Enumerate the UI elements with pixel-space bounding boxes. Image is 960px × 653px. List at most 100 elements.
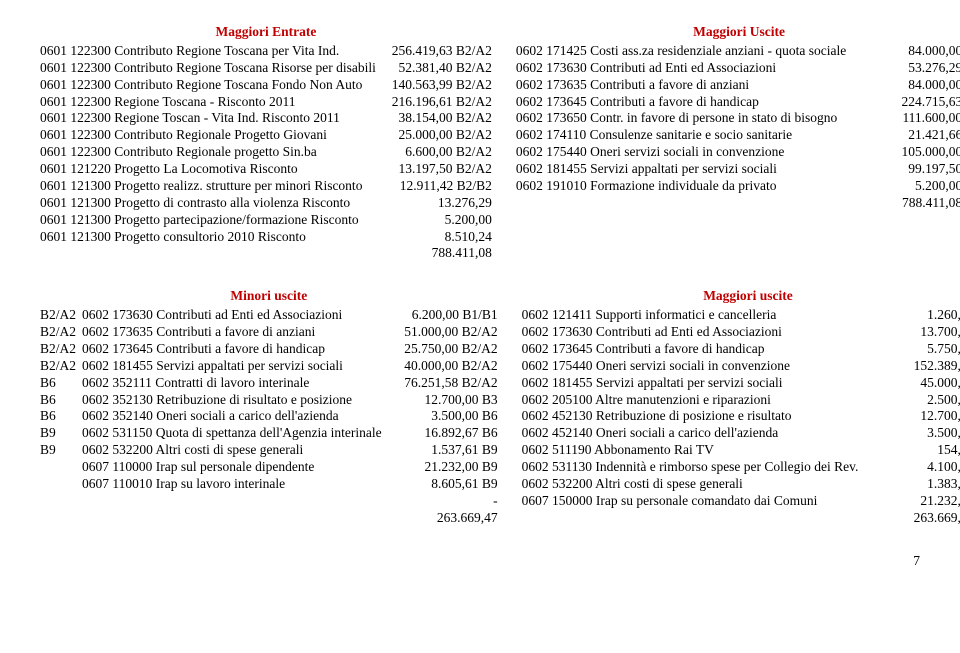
table-row: 0602 532200 Altri costi di spese general… (522, 476, 960, 493)
row-amount: 256.419,63 B2/A2 (376, 43, 492, 60)
row-label (82, 493, 382, 510)
column-left: Maggiori Entrate0601 122300 Contributo R… (40, 24, 492, 262)
row-amount: 263.669,47 (382, 510, 498, 527)
row-prefix: B9 (40, 442, 82, 459)
table-row: 0601 122300 Contributo Regionale Progett… (40, 127, 492, 144)
row-amount: 152.389,61 (858, 358, 960, 375)
table-row: 0602 175440 Oneri servizi sociali in con… (516, 144, 960, 161)
row-amount: 40.000,00 B2/A2 (382, 358, 498, 375)
row-label: 0602 175440 Oneri servizi sociali in con… (522, 358, 859, 375)
table-row: 263.669,47 (522, 510, 960, 527)
row-amount: 76.251,58 B2/A2 (382, 375, 498, 392)
row-label: 0601 122300 Contributo Regionale progett… (40, 144, 376, 161)
table-row: 0601 121300 Progetto partecipazione/form… (40, 212, 492, 229)
row-amount: 5.200,00 (376, 212, 492, 229)
table-row: B2/A20602 173645 Contributi a favore di … (40, 341, 498, 358)
table-row: B2/A20602 173630 Contributi ad Enti ed A… (40, 307, 498, 324)
section-1: Minori usciteB2/A20602 173630 Contributi… (40, 288, 920, 526)
row-prefix: B9 (40, 425, 82, 442)
column-right: Maggiori uscite 0602 121411 Supporti info… (522, 288, 960, 526)
row-amount: 788.411,08 (376, 245, 492, 262)
row-prefix: B6 (40, 408, 82, 425)
table-row: B90602 531150 Quota di spettanza dell'Ag… (40, 425, 498, 442)
table-row: 0602 171425 Costi ass.za residenziale an… (516, 43, 960, 60)
table-row: 0602 175440 Oneri servizi sociali in con… (522, 358, 960, 375)
row-label: 0602 531150 Quota di spettanza dell'Agen… (82, 425, 382, 442)
table-row: 0601 122300 Contributo Regionale progett… (40, 144, 492, 161)
row-label: 0601 121300 Progetto di contrasto alla v… (40, 195, 376, 212)
row-label: 0602 532200 Altri costi di spese general… (82, 442, 382, 459)
row-label: 0602 173645 Contributi a favore di handi… (522, 341, 859, 358)
table-row: 0602 173635 Contributi a favore di anzia… (516, 77, 960, 94)
row-amount: 111.600,00 (846, 110, 960, 127)
row-amount: 51.000,00 B2/A2 (382, 324, 498, 341)
row-label: 0601 122300 Contributo Regionale Progett… (40, 127, 376, 144)
row-label: 0601 122300 Contributo Regione Toscana F… (40, 77, 376, 94)
row-label: 0601 122300 Regione Toscana - Risconto 2… (40, 94, 376, 111)
row-label: 0602 173635 Contributi a favore di anzia… (516, 77, 846, 94)
row-label (516, 195, 846, 212)
table-row: 0601 121300 Progetto di contrasto alla v… (40, 195, 492, 212)
table-row: 0601 122300 Regione Toscana - Risconto 2… (40, 94, 492, 111)
row-label: 0601 122300 Contributo Regione Toscana R… (40, 60, 376, 77)
column-heading: Maggiori uscite (522, 288, 960, 305)
row-label: 0602 181455 Servizi appaltati per serviz… (516, 161, 846, 178)
row-label: 0602 173630 Contributi ad Enti ed Associ… (522, 324, 859, 341)
table-row: - (40, 493, 498, 510)
column-heading: Minori uscite (40, 288, 498, 305)
table-row: 0607 150000 Irap su personale comandato … (522, 493, 960, 510)
row-amount: 788.411,08 (846, 195, 960, 212)
row-amount: 1.383,06 (858, 476, 960, 493)
row-label: 0601 122300 Contributo Regione Toscana p… (40, 43, 376, 60)
row-prefix (40, 476, 82, 493)
row-label: 0601 122300 Regione Toscan - Vita Ind. R… (40, 110, 376, 127)
row-label: 0602 181455 Servizi appaltati per serviz… (82, 358, 382, 375)
row-amount: 84.000,00 (846, 43, 960, 60)
row-amount: 263.669,47 (858, 510, 960, 527)
column-left: Minori uscite B2/A20602 173630 Contributi… (40, 288, 498, 526)
row-amount: 21.232,00 B9 (382, 459, 498, 476)
table-row: 0607 110000 Irap sul personale dipendent… (40, 459, 498, 476)
table-row: 0602 121411 Supporti informatici e cance… (522, 307, 960, 324)
row-amount: 13.197,50 B2/A2 (376, 161, 492, 178)
row-amount: 224.715,63 (846, 94, 960, 111)
table-row: 0601 122300 Contributo Regione Toscana R… (40, 60, 492, 77)
table-row: B2/A20602 181455 Servizi appaltati per s… (40, 358, 498, 375)
row-label: 0602 121411 Supporti informatici e cance… (522, 307, 859, 324)
table-row: 0601 121300 Progetto consultorio 2010 Ri… (40, 229, 492, 246)
row-prefix (40, 510, 82, 527)
row-label: 0602 181455 Servizi appaltati per serviz… (522, 375, 859, 392)
page-number: 7 (40, 553, 920, 570)
row-label: 0602 352140 Oneri sociali a carico dell'… (82, 408, 382, 425)
table-row: 0601 121220 Progetto La Locomotiva Risco… (40, 161, 492, 178)
row-label: 0602 173645 Contributi a favore di handi… (516, 94, 846, 111)
table-row: 0602 174110 Consulenze sanitarie e socio… (516, 127, 960, 144)
row-amount: 13.276,29 (376, 195, 492, 212)
row-prefix: B2/A2 (40, 324, 82, 341)
table-row: 0602 173630 Contributi ad Enti ed Associ… (516, 60, 960, 77)
row-label: 0601 121300 Progetto realizz. strutture … (40, 178, 376, 195)
row-label: 0602 171425 Costi ass.za residenziale an… (516, 43, 846, 60)
row-amount: 1.260,25 (858, 307, 960, 324)
row-label: 0602 175440 Oneri servizi sociali in con… (516, 144, 846, 161)
row-label (522, 510, 859, 527)
row-amount: 21.421,66 (846, 127, 960, 144)
table-row: 0601 122300 Regione Toscan - Vita Ind. R… (40, 110, 492, 127)
row-amount: 25.750,00 B2/A2 (382, 341, 498, 358)
table-row: 0602 181455 Servizi appaltati per serviz… (522, 375, 960, 392)
row-label (82, 510, 382, 527)
row-amount: 4.100,00 (858, 459, 960, 476)
row-amount: 8.510,24 (376, 229, 492, 246)
table-row: B90602 532200 Altri costi di spese gener… (40, 442, 498, 459)
row-amount: 140.563,99 B2/A2 (376, 77, 492, 94)
table-row: 0607 110010 Irap su lavoro interinale8.6… (40, 476, 498, 493)
row-amount: 6.600,00 B2/A2 (376, 144, 492, 161)
table-row: 0602 181455 Servizi appaltati per serviz… (516, 161, 960, 178)
row-prefix: B2/A2 (40, 307, 82, 324)
row-label: 0602 352111 Contratti di lavoro interina… (82, 375, 382, 392)
table-row: B60602 352111 Contratti di lavoro interi… (40, 375, 498, 392)
row-label: 0601 121300 Progetto consultorio 2010 Ri… (40, 229, 376, 246)
row-amount: 45.000,00 (858, 375, 960, 392)
row-label: 0602 452140 Oneri sociali a carico dell'… (522, 425, 859, 442)
row-amount: 12.700,00 B3 (382, 392, 498, 409)
